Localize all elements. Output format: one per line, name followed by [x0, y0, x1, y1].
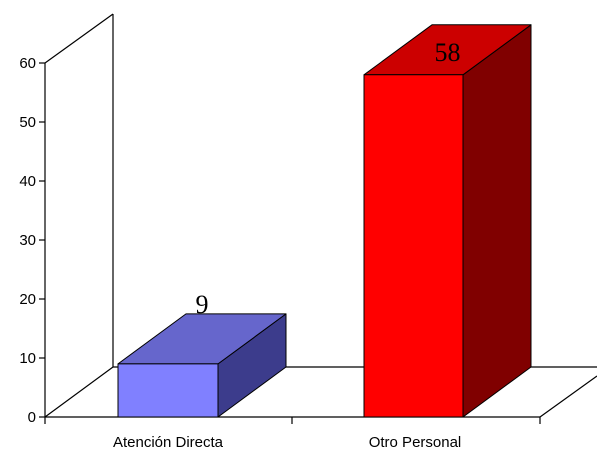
- y-tick-label: 60: [19, 55, 36, 72]
- bar-side-face: [462, 24, 532, 418]
- y-tick-label: 0: [28, 409, 36, 426]
- x-axis: Atención Directa Otro Personal: [44, 417, 541, 451]
- floor-left-edge: [44, 366, 114, 418]
- left-wall-top-edge: [44, 13, 114, 64]
- bar-atencion-directa: [117, 313, 287, 418]
- y-tick-label: 30: [19, 232, 36, 249]
- y-axis-ticks: 0 10 20 30 40 50 60: [19, 55, 45, 426]
- x-category-label-atencion-directa: Atención Directa: [113, 434, 224, 451]
- bar-otro-personal: [363, 24, 532, 418]
- x-category-label-otro-personal: Otro Personal: [369, 434, 462, 451]
- floor-right-edge: [539, 375, 597, 418]
- bar-front-face: [117, 363, 219, 418]
- data-label-otro-personal: 58: [435, 38, 461, 67]
- y-tick-label: 40: [19, 173, 36, 190]
- y-tick-label: 10: [19, 350, 36, 367]
- bars: [117, 24, 532, 418]
- y-axis: 0 10 20 30 40 50 60: [19, 55, 46, 426]
- bar-front-face: [363, 74, 464, 418]
- y-tick-label: 50: [19, 114, 36, 131]
- y-tick-label: 20: [19, 291, 36, 308]
- data-label-atencion-directa: 9: [196, 290, 209, 319]
